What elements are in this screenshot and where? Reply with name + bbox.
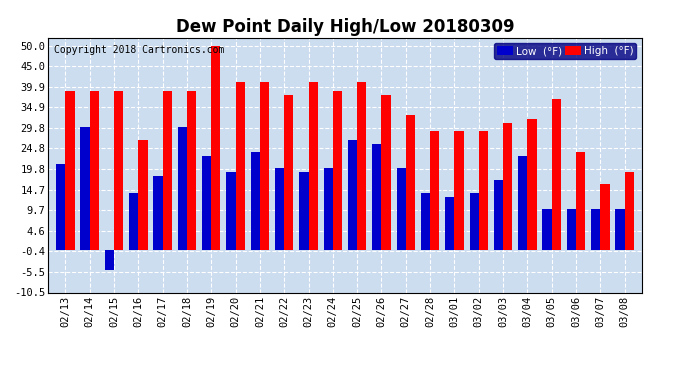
Bar	[138, 140, 148, 250]
Bar	[235, 82, 245, 250]
Bar	[299, 172, 308, 250]
Bar	[90, 90, 99, 250]
Bar	[163, 90, 172, 250]
Bar	[324, 168, 333, 250]
Bar	[348, 140, 357, 250]
Bar	[479, 131, 488, 250]
Bar	[81, 127, 90, 250]
Bar	[178, 127, 187, 250]
Bar	[187, 90, 196, 250]
Legend: Low  (°F), High  (°F): Low (°F), High (°F)	[494, 43, 636, 59]
Bar	[591, 209, 600, 250]
Text: Copyright 2018 Cartronics.com: Copyright 2018 Cartronics.com	[55, 45, 225, 55]
Bar	[372, 144, 382, 250]
Bar	[333, 90, 342, 250]
Bar	[211, 46, 221, 250]
Bar	[615, 209, 624, 250]
Bar	[552, 99, 561, 250]
Bar	[114, 90, 124, 250]
Bar	[56, 164, 66, 250]
Bar	[430, 131, 440, 250]
Bar	[455, 131, 464, 250]
Bar	[129, 192, 138, 250]
Bar	[275, 168, 284, 250]
Bar	[445, 196, 455, 250]
Bar	[518, 156, 527, 250]
Bar	[66, 90, 75, 250]
Bar	[576, 152, 585, 250]
Bar	[421, 192, 430, 250]
Bar	[542, 209, 552, 250]
Title: Dew Point Daily High/Low 20180309: Dew Point Daily High/Low 20180309	[176, 18, 514, 36]
Bar	[494, 180, 503, 250]
Bar	[357, 82, 366, 250]
Bar	[469, 192, 479, 250]
Bar	[105, 250, 114, 270]
Bar	[226, 172, 235, 250]
Bar	[527, 119, 537, 250]
Bar	[503, 123, 512, 250]
Bar	[202, 156, 211, 250]
Bar	[250, 152, 260, 250]
Bar	[308, 82, 318, 250]
Bar	[406, 115, 415, 250]
Bar	[600, 184, 609, 250]
Bar	[566, 209, 576, 250]
Bar	[153, 176, 163, 250]
Bar	[382, 94, 391, 250]
Bar	[397, 168, 406, 250]
Bar	[624, 172, 634, 250]
Bar	[260, 82, 269, 250]
Bar	[284, 94, 293, 250]
